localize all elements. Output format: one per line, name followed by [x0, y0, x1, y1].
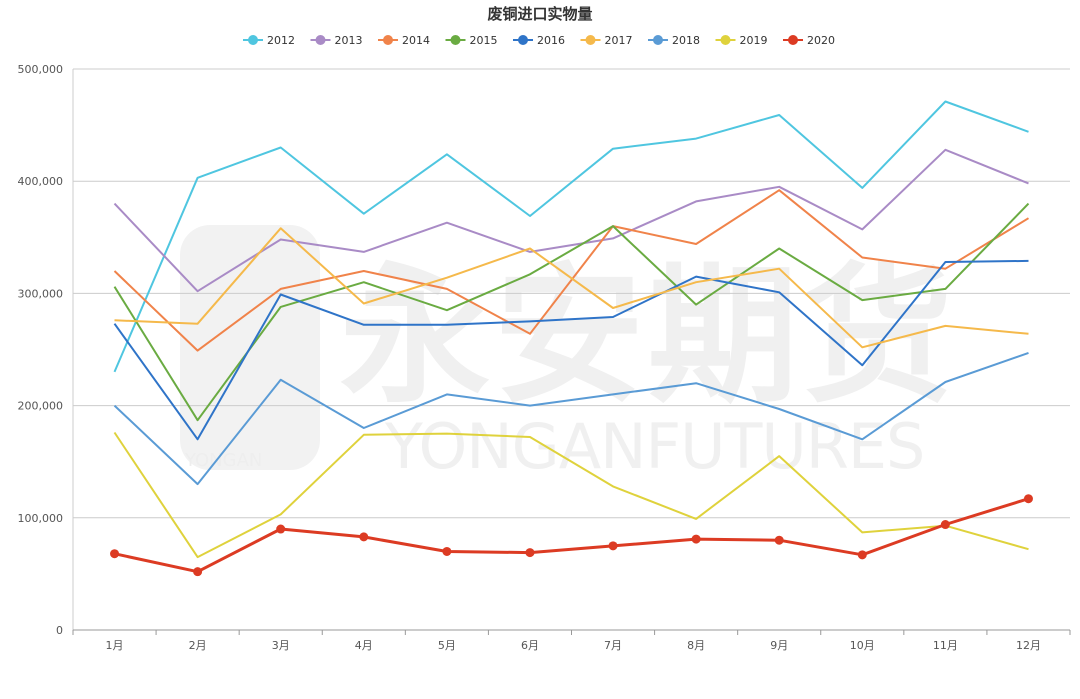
legend: 2012 2013 2014 2015 2016 2017 2018 2019 2020: [243, 34, 835, 47]
data-point-2020: [193, 567, 203, 577]
series-line-2013: [113, 148, 1029, 293]
series-2019: [113, 431, 1029, 559]
legend-marker: [653, 35, 663, 45]
x-tick-label: 7月: [604, 639, 622, 652]
y-axis: 0 100,000 200,000 300,000 400,000 500,000: [18, 63, 74, 637]
legend-item-2016: 2016: [513, 34, 565, 47]
data-point-2020: [608, 541, 618, 551]
legend-label: 2013: [335, 34, 363, 47]
legend-item-2015: 2015: [445, 34, 498, 47]
x-tick-label: 8月: [687, 639, 705, 652]
x-tick-label: 11月: [933, 639, 958, 652]
legend-item-2019: 2019: [715, 34, 768, 47]
series-group: [110, 100, 1033, 577]
x-tick-label: 9月: [770, 639, 788, 652]
y-tick-label: 100,000: [18, 512, 64, 525]
legend-label: 2017: [605, 34, 633, 47]
x-tick-label: 10月: [850, 639, 875, 652]
series-2015: [113, 202, 1030, 422]
y-tick-label: 400,000: [18, 175, 64, 188]
data-point-2020: [525, 548, 535, 558]
legend-marker: [788, 35, 798, 45]
series-line-2015: [113, 202, 1030, 422]
data-point-2020: [857, 550, 867, 560]
data-point-2020: [691, 534, 701, 544]
legend-label: 2018: [672, 34, 700, 47]
legend-marker: [248, 35, 258, 45]
x-tick-label: 5月: [438, 639, 456, 652]
series-line-2020: [114, 497, 1029, 574]
legend-item-2014: 2014: [378, 34, 430, 47]
legend-label: 2016: [537, 34, 565, 47]
series-line-2016: [113, 259, 1029, 441]
x-tick-label: 12月: [1016, 639, 1041, 652]
x-axis: 1月 2月 3月 4月 5月 6月 7月 8月 9月 10月 11月 12月: [72, 629, 1071, 652]
legend-label: 2014: [402, 34, 430, 47]
y-tick-label: 300,000: [18, 287, 64, 300]
legend-label: 2012: [267, 34, 295, 47]
y-tick-label: 500,000: [18, 63, 64, 76]
legend-label: 2020: [807, 34, 835, 47]
series-line-2019: [113, 431, 1029, 559]
series-line-2014: [113, 189, 1030, 352]
legend-item-2018: 2018: [648, 34, 700, 47]
chart-title: 废铜进口实物量: [487, 5, 593, 23]
legend-marker: [518, 35, 528, 45]
legend-label: 2019: [740, 34, 768, 47]
legend-label: 2015: [470, 34, 498, 47]
legend-item-2020: 2020: [783, 34, 835, 47]
data-point-2020: [359, 532, 369, 542]
series-2020: [110, 494, 1033, 577]
data-point-2020: [110, 549, 120, 559]
series-line-2018: [113, 351, 1029, 486]
data-point-2020: [442, 546, 452, 556]
x-tick-label: 3月: [272, 639, 290, 652]
y-tick-label: 0: [56, 624, 63, 637]
series-line-2012: [113, 100, 1029, 373]
x-tick-label: 1月: [106, 639, 124, 652]
legend-marker: [720, 35, 731, 45]
x-tick-label: 2月: [189, 639, 207, 652]
data-point-2020: [940, 520, 950, 530]
legend-marker: [450, 35, 461, 45]
data-point-2020: [276, 524, 286, 534]
series-2017: [114, 227, 1029, 349]
series-2014: [113, 189, 1030, 352]
y-tick-label: 200,000: [18, 400, 64, 413]
series-2012: [113, 100, 1029, 373]
legend-item-2017: 2017: [580, 34, 633, 47]
series-2018: [113, 351, 1029, 486]
data-point-2020: [1023, 494, 1033, 504]
series-2016: [113, 259, 1029, 441]
series-2013: [113, 148, 1029, 293]
series-line-2017: [114, 227, 1029, 349]
data-point-2020: [774, 535, 784, 545]
x-tick-label: 6月: [521, 639, 539, 652]
legend-marker: [585, 35, 596, 45]
legend-item-2013: 2013: [310, 34, 363, 47]
legend-marker: [315, 35, 326, 45]
legend-marker: [383, 35, 393, 45]
x-tick-label: 4月: [355, 639, 373, 652]
legend-item-2012: 2012: [243, 34, 295, 47]
